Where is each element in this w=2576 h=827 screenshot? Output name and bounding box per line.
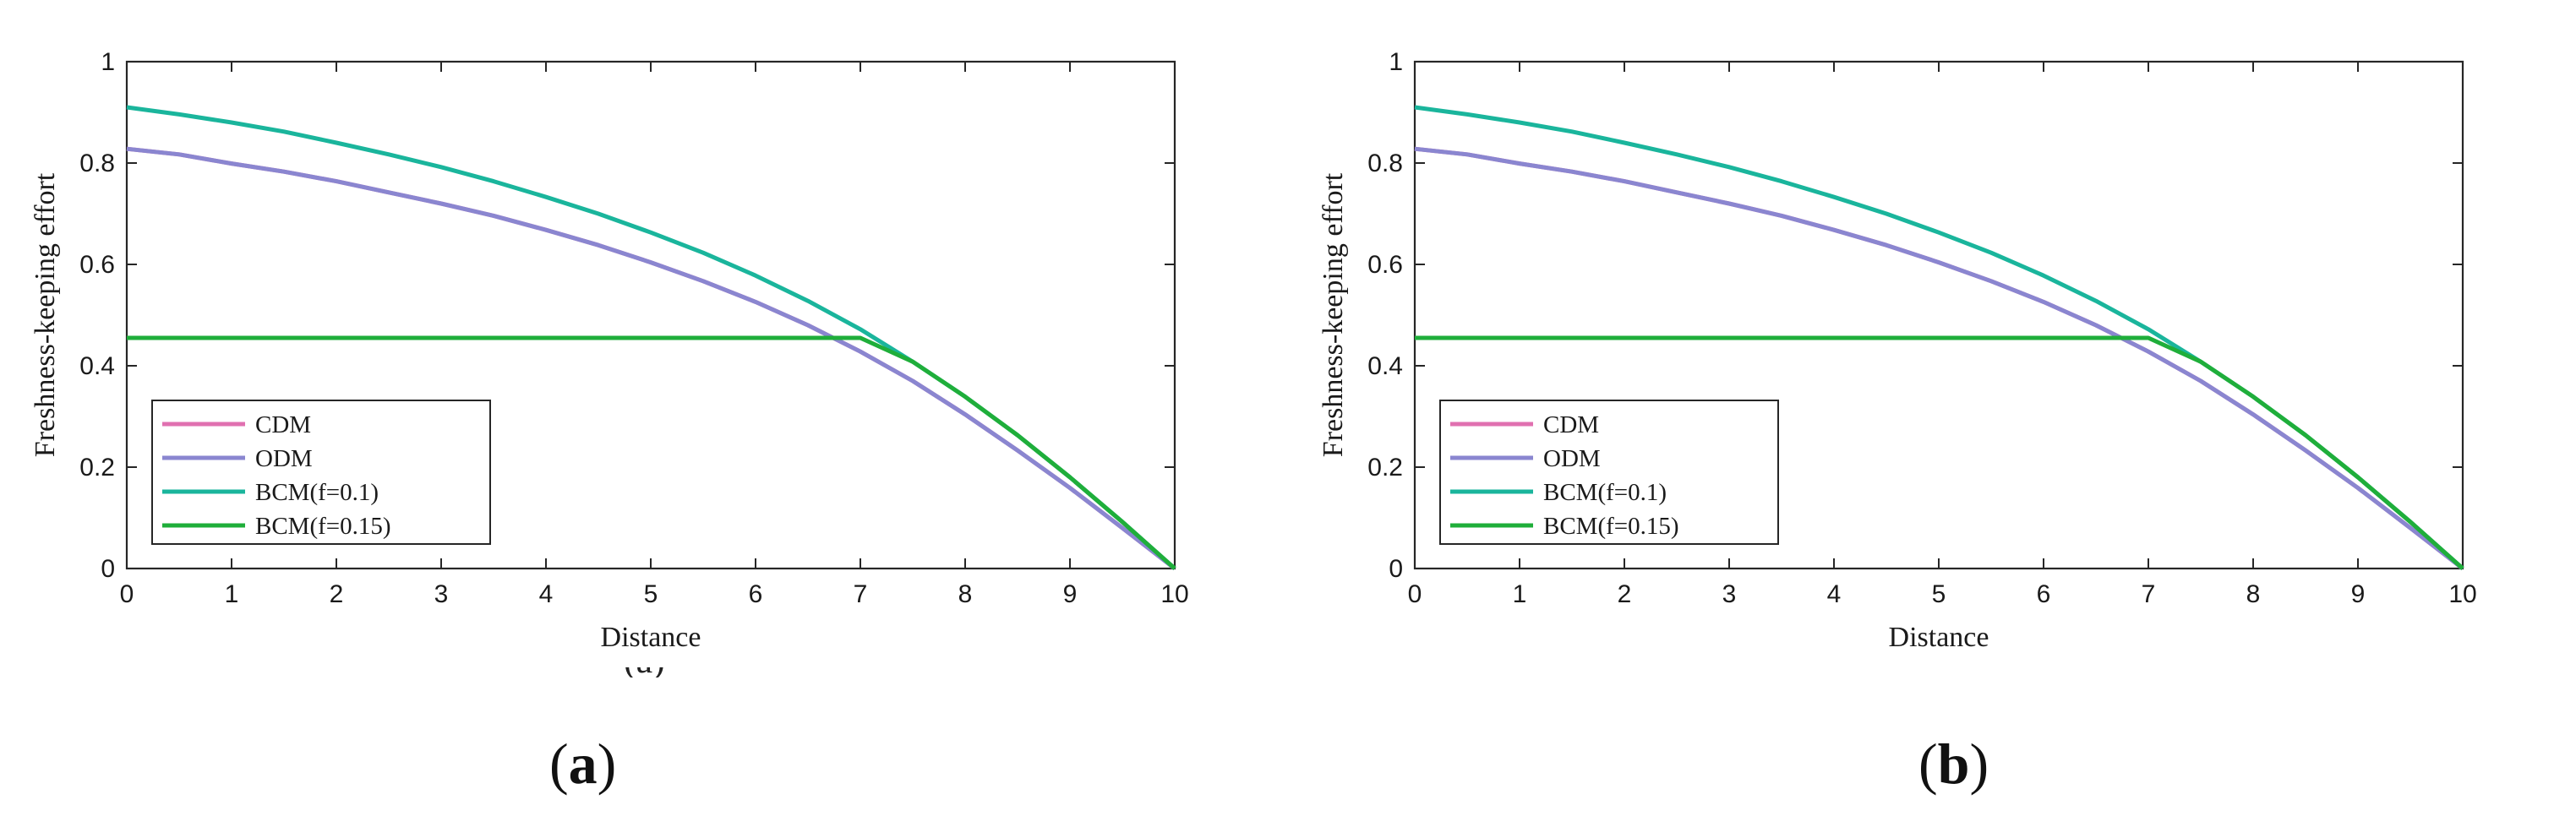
x-tick-label: 1 <box>225 580 239 608</box>
y-tick-label: 0.4 <box>1367 352 1403 380</box>
chart-panel-a: 0 1 2 3 4 5 6 7 8 9 10 0 0.2 0.4 0.6 0.8 1 Distance Freshn… <box>30 48 1189 653</box>
y-tick-label: 0.8 <box>1367 150 1403 177</box>
y-tick-label: 1 <box>101 48 115 76</box>
x-tick-label: 5 <box>644 580 658 608</box>
series-line-bcm-f-0-15 <box>1415 335 2464 570</box>
legend-label: ODM <box>255 445 313 472</box>
y-tick-label: 1 <box>1389 48 1403 76</box>
legend-label: CDM <box>255 411 311 438</box>
series-line-bcm-f-0-15 <box>127 335 1176 570</box>
x-tick-label: 2 <box>1618 580 1632 608</box>
x-tick-label: 4 <box>1827 580 1842 608</box>
legend-label: BCM(f=0.1) <box>1543 479 1667 506</box>
x-tick-label: 0 <box>1408 580 1422 608</box>
x-tick-label: 3 <box>1722 580 1737 608</box>
y-axis-title: Freshness-keeping effort <box>1318 172 1349 457</box>
x-tick-label: 3 <box>434 580 449 608</box>
series-line-odm <box>1414 146 2464 570</box>
legend-label: BCM(f=0.15) <box>1543 513 1679 540</box>
legend-label: BCM(f=0.1) <box>255 479 379 506</box>
x-tick-label: 7 <box>854 580 868 608</box>
series-line-odm <box>126 146 1176 570</box>
x-tick-label: 4 <box>539 580 554 608</box>
y-tick-label: 0.4 <box>79 352 115 380</box>
x-tick-label: 10 <box>1160 580 1188 608</box>
x-axis-title: Distance <box>601 622 701 653</box>
x-tick-label: 1 <box>1513 580 1527 608</box>
x-tick-label: 9 <box>2351 580 2366 608</box>
x-axis-title: Distance <box>1889 622 1989 653</box>
panel-label-a: (a) <box>549 732 617 796</box>
legend-label: CDM <box>1543 411 1599 438</box>
x-tick-label: 9 <box>1063 580 1078 608</box>
y-axis-title: Freshness-keeping effort <box>30 172 61 457</box>
legend-label: BCM(f=0.15) <box>255 513 391 540</box>
legend-label: ODM <box>1543 445 1601 472</box>
x-tick-label: 8 <box>958 580 973 608</box>
x-tick-label: 5 <box>1932 580 1946 608</box>
x-tick-label: 0 <box>120 580 134 608</box>
x-tick-label: 2 <box>330 580 344 608</box>
y-tick-label: 0.8 <box>79 150 115 177</box>
chart-panel-b: 0 1 2 3 4 5 6 7 8 9 10 0 0.2 0.4 0.6 0.8 1 Distance Freshn… <box>1318 48 2477 653</box>
x-tick-label: 7 <box>2142 580 2156 608</box>
x-tick-label: 6 <box>2037 580 2051 608</box>
x-tick-label: 8 <box>2246 580 2261 608</box>
panel-label-b: (b) <box>1918 732 1989 796</box>
y-tick-label: 0 <box>1389 555 1403 583</box>
y-tick-label: 0.6 <box>79 251 115 279</box>
cropped-caption-fragment: (a) <box>624 667 685 677</box>
y-tick-label: 0.6 <box>1367 251 1403 279</box>
y-tick-label: 0 <box>101 555 115 583</box>
y-tick-label: 0.2 <box>79 454 115 482</box>
x-tick-label: 10 <box>2448 580 2476 608</box>
y-tick-label: 0.2 <box>1367 454 1403 482</box>
x-tick-label: 6 <box>749 580 763 608</box>
